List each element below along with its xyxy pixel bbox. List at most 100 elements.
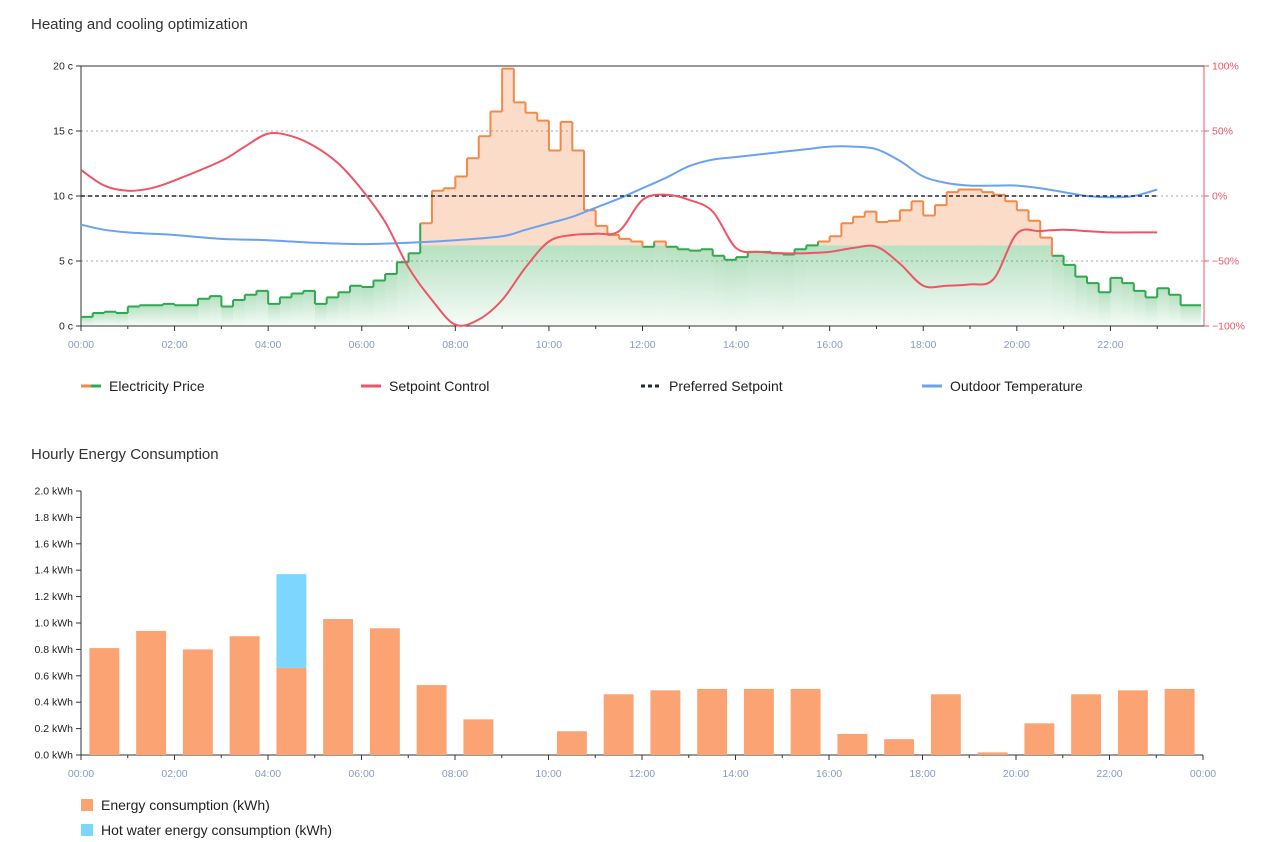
price-fill-low bbox=[127, 306, 140, 326]
x-tick-label: 06:00 bbox=[349, 339, 375, 351]
price-fill-low bbox=[1133, 290, 1146, 326]
price-fill-low bbox=[443, 245, 456, 326]
energy-bar bbox=[1024, 723, 1055, 755]
price-fill-high bbox=[478, 136, 491, 246]
price-fill-low bbox=[361, 287, 374, 326]
price-fill-low bbox=[233, 300, 245, 326]
x-tick-label: 04:00 bbox=[255, 339, 281, 351]
price-fill-high bbox=[607, 235, 620, 246]
y-left-tick-label: 20 c bbox=[53, 61, 73, 73]
energy-y-tick-label: 1.0 kWh bbox=[34, 618, 73, 630]
price-fill-low bbox=[420, 245, 432, 326]
price-fill-high bbox=[455, 176, 468, 246]
x-tick-label: 08:00 bbox=[442, 339, 468, 351]
price-fill-low bbox=[467, 245, 479, 326]
legend-label-preferred: Preferred Setpoint bbox=[669, 378, 783, 394]
price-fill-low bbox=[151, 305, 163, 326]
price-fill-high bbox=[502, 68, 514, 246]
energy-x-tick-label: 00:00 bbox=[68, 768, 94, 780]
price-fill-high bbox=[864, 211, 877, 246]
price-fill-low bbox=[747, 251, 760, 326]
price-fill-low bbox=[806, 245, 818, 326]
price-fill-high bbox=[619, 238, 631, 246]
x-tick-label: 14:00 bbox=[723, 339, 749, 351]
price-fill-low bbox=[560, 245, 573, 326]
price-fill-high bbox=[876, 222, 889, 246]
legend-item-hotwater[interactable]: Hot water energy consumption (kWh) bbox=[81, 822, 332, 838]
legend-item-outdoor[interactable]: Outdoor Temperature bbox=[922, 378, 1083, 394]
energy-x-tick-label: 18:00 bbox=[909, 768, 935, 780]
energy-x-tick-label: 04:00 bbox=[255, 768, 281, 780]
legend-item-preferred[interactable]: Preferred Setpoint bbox=[641, 378, 783, 394]
energy-x-tick-label: 02:00 bbox=[161, 768, 187, 780]
price-fill-low bbox=[174, 305, 187, 326]
price-fill-low bbox=[689, 250, 701, 326]
energy-bar bbox=[603, 694, 634, 755]
price-fill-low bbox=[712, 255, 725, 326]
price-fill-high bbox=[1040, 237, 1052, 246]
energy-y-tick-label: 1.6 kWh bbox=[34, 538, 73, 550]
price-fill-low bbox=[408, 253, 421, 326]
price-fill-low bbox=[923, 245, 935, 326]
price-fill-low bbox=[607, 245, 620, 326]
price-fill-low bbox=[1005, 245, 1017, 326]
price-fill-high bbox=[981, 192, 994, 246]
price-fill-high bbox=[923, 215, 935, 246]
energy-y-tick-label: 0.2 kWh bbox=[34, 723, 73, 735]
price-fill-low bbox=[209, 296, 222, 326]
price-fill-high bbox=[1005, 201, 1017, 246]
legend-item-setpoint[interactable]: Setpoint Control bbox=[361, 378, 489, 394]
energy-bar bbox=[884, 739, 915, 755]
price-fill-low bbox=[724, 259, 737, 326]
energy-bar bbox=[1117, 690, 1148, 755]
energy-x-tick-label: 16:00 bbox=[816, 768, 842, 780]
price-fill-low bbox=[771, 253, 783, 326]
price-fill-low bbox=[385, 274, 397, 326]
price-fill-low bbox=[584, 245, 596, 326]
energy-bar bbox=[136, 630, 167, 755]
price-fill-high bbox=[525, 112, 538, 246]
price-fill-low bbox=[92, 313, 105, 326]
price-fill-low bbox=[502, 245, 514, 326]
y-right-tick-label: −100% bbox=[1212, 321, 1245, 333]
price-fill-low bbox=[81, 316, 93, 326]
price-fill-high bbox=[654, 241, 666, 246]
price-fill-low bbox=[268, 303, 280, 326]
price-fill-low bbox=[981, 245, 994, 326]
price-legend-swatch bbox=[81, 384, 101, 388]
price-fill-low bbox=[478, 245, 491, 326]
price-fill-high bbox=[548, 150, 561, 246]
price-fill-low bbox=[782, 254, 795, 326]
price-fill-high bbox=[572, 150, 585, 246]
price-fill-low bbox=[291, 293, 304, 326]
price-fill-high bbox=[934, 205, 947, 246]
price-line-high bbox=[420, 67, 1053, 256]
price-fill-high bbox=[420, 223, 432, 246]
energy-bar bbox=[1164, 689, 1195, 755]
price-fill-low bbox=[1075, 276, 1088, 326]
price-fill-high bbox=[829, 236, 842, 246]
y-left-tick-label: 15 c bbox=[53, 126, 73, 138]
price-fill-low bbox=[829, 245, 842, 326]
energy-x-tick-label: 22:00 bbox=[1096, 768, 1122, 780]
energy-x-tick-label: 00:00 bbox=[1190, 768, 1216, 780]
legend-label-outdoor: Outdoor Temperature bbox=[950, 378, 1083, 394]
x-tick-label: 16:00 bbox=[817, 339, 843, 351]
legend-label-price: Electricity Price bbox=[109, 378, 205, 394]
price-fill-low bbox=[373, 280, 386, 326]
optimization-chart: 0 c 5 c 10 c 15 c 20 c −100% −50% 0% 50% 100% 00:0… bbox=[53, 61, 1245, 352]
legend-item-price[interactable]: Electricity Price bbox=[81, 378, 205, 394]
x-tick-label: 22:00 bbox=[1097, 339, 1123, 351]
energy-y-tick-label: 1.2 kWh bbox=[34, 591, 73, 603]
energy-y-tick-label: 1.8 kWh bbox=[34, 512, 73, 524]
price-fill-low bbox=[654, 245, 666, 326]
price-fill-low bbox=[619, 245, 631, 326]
energy-bar bbox=[650, 690, 681, 755]
price-fill-low bbox=[1051, 255, 1064, 326]
energy-bar bbox=[369, 628, 400, 755]
price-fill-high bbox=[946, 192, 959, 246]
legend-item-energy[interactable]: Energy consumption (kWh) bbox=[81, 797, 270, 813]
energy-bar bbox=[463, 719, 494, 755]
legend-label-hotwater: Hot water energy consumption (kWh) bbox=[101, 822, 333, 838]
price-fill-high bbox=[1028, 220, 1041, 246]
